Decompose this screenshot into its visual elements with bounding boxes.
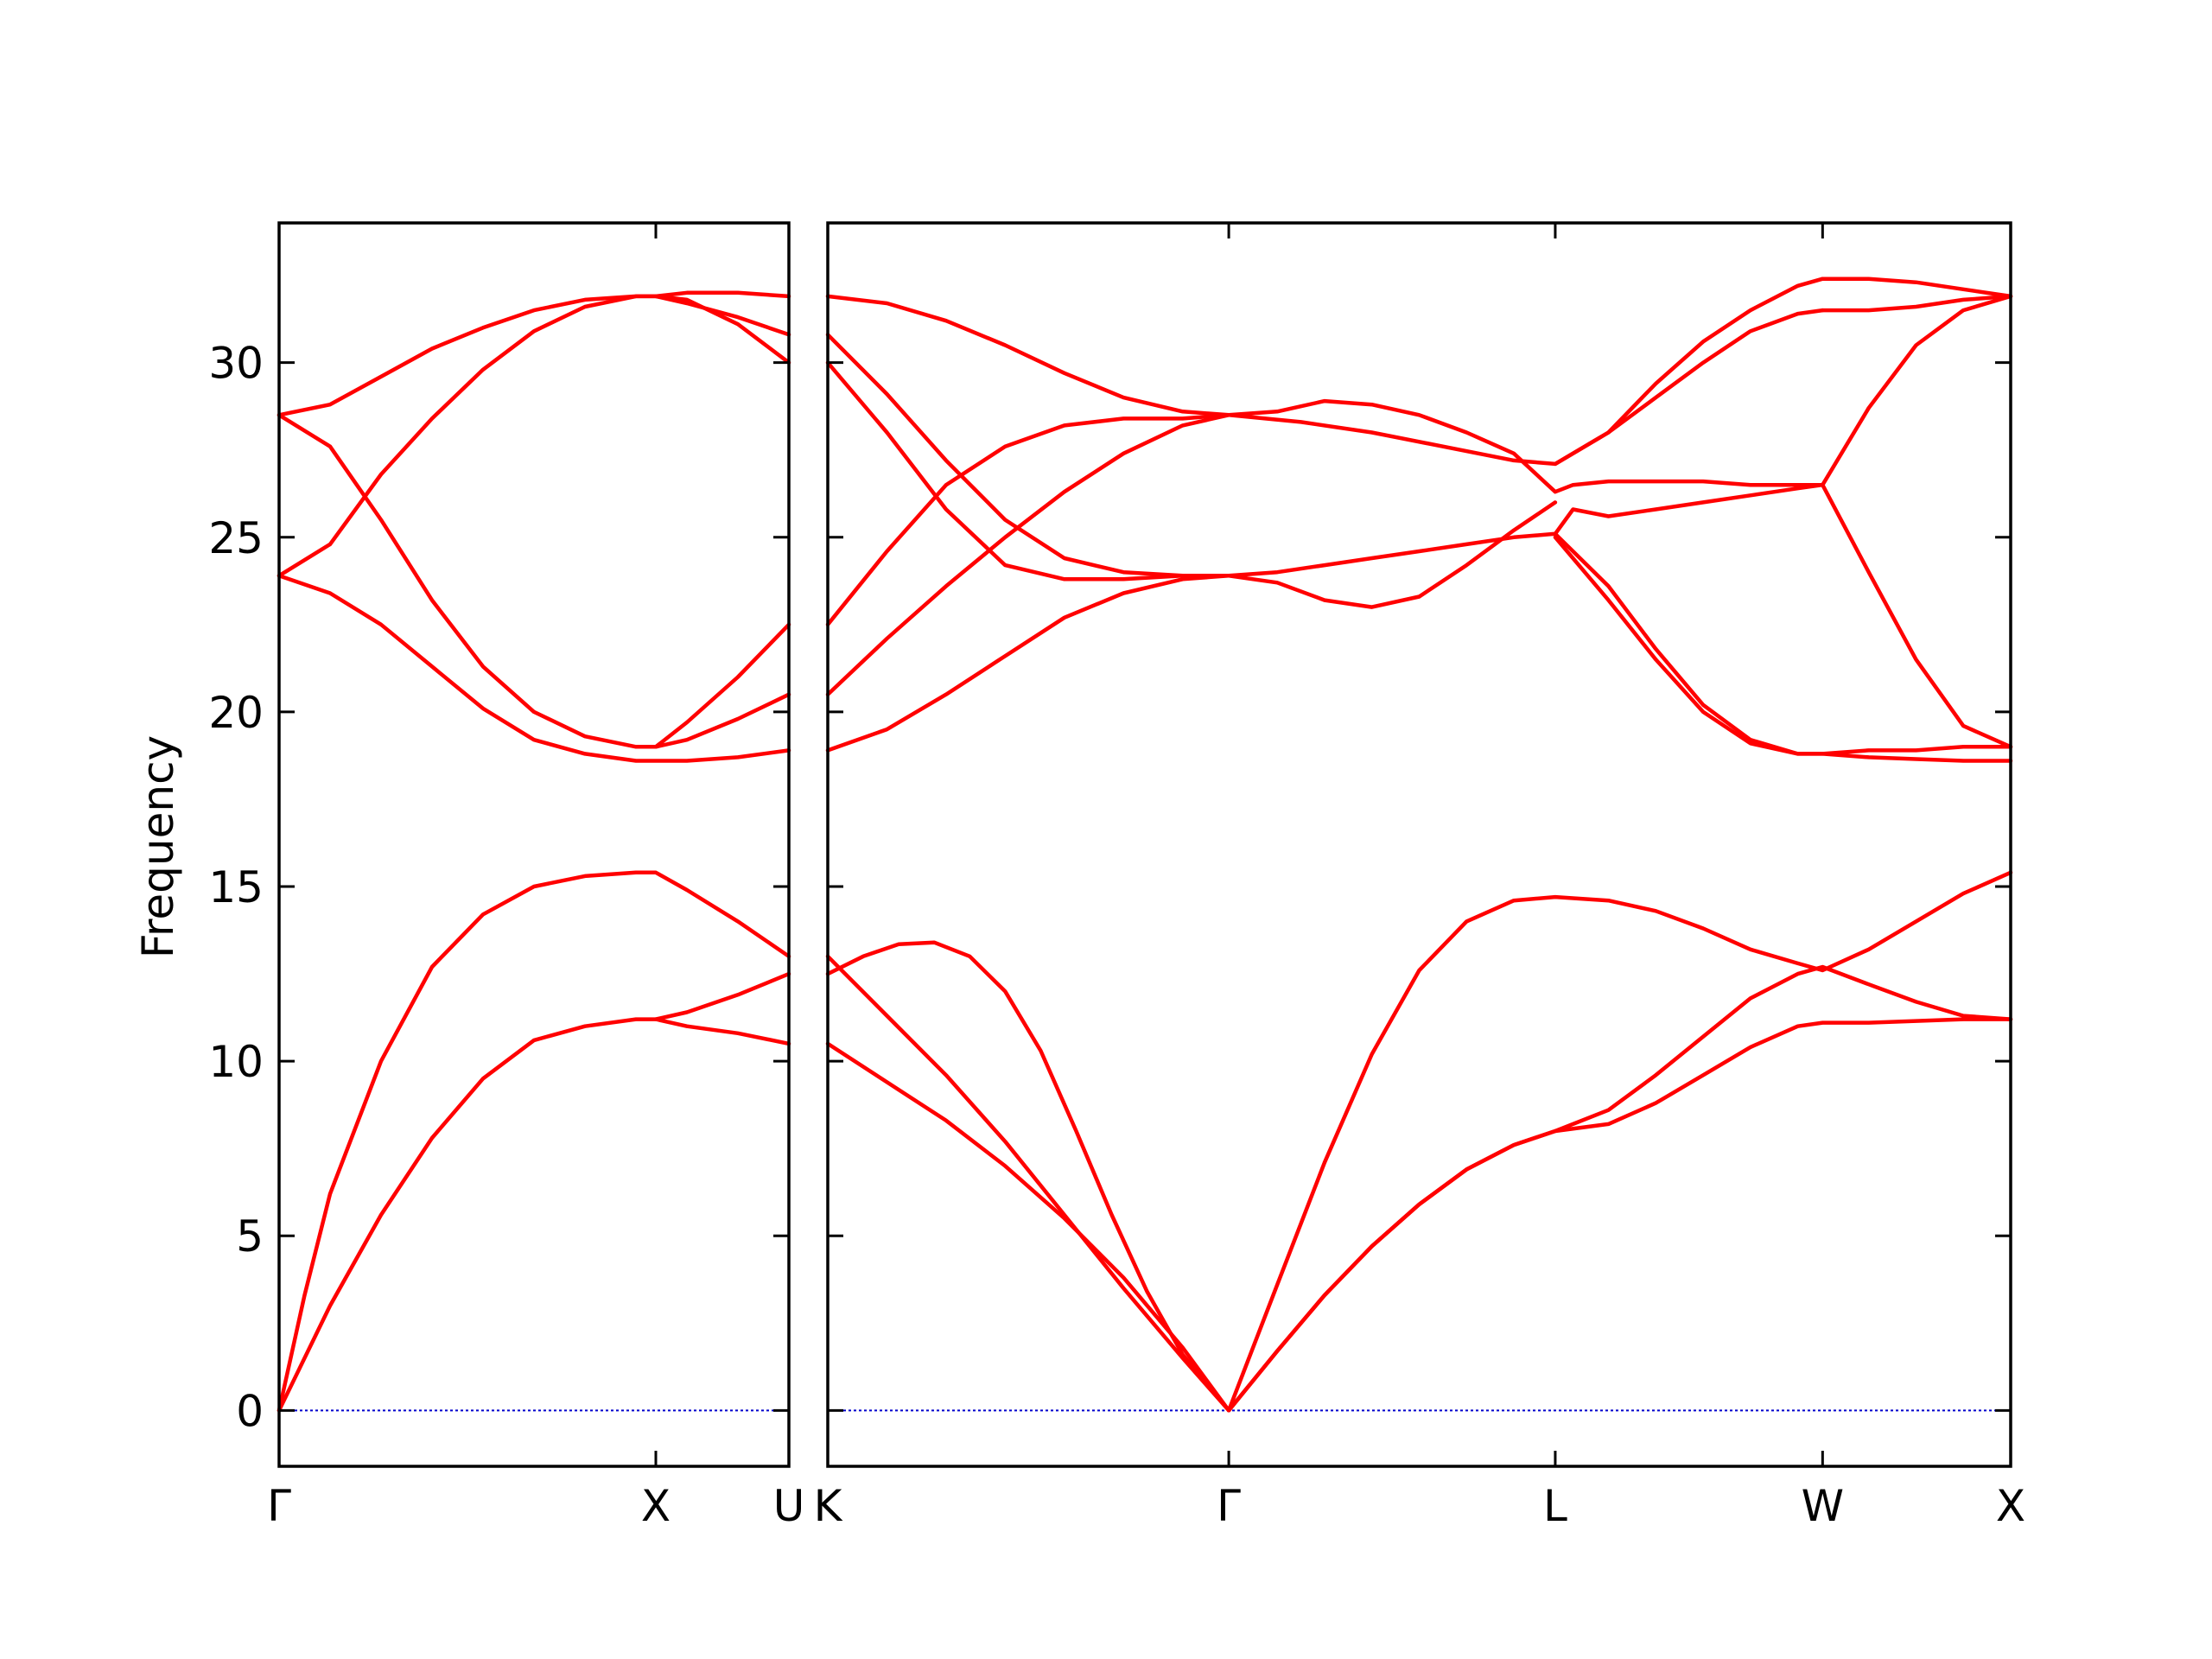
- y-axis-label-group: Frequency: [133, 735, 183, 958]
- x-tick-label: W: [1802, 1481, 1844, 1531]
- y-tick-label: 15: [208, 862, 264, 912]
- axes-frame: [826, 221, 2012, 1468]
- band-line: [653, 290, 791, 299]
- band-line: [1226, 1017, 2013, 1413]
- band-line: [825, 574, 1231, 753]
- band-line: [1226, 870, 2013, 1413]
- y-axis-label: Frequency: [133, 735, 183, 958]
- x-tick-label: Γ: [1217, 1481, 1241, 1531]
- band-line: [1553, 531, 2013, 763]
- band-line: [825, 413, 1231, 696]
- band-line: [1226, 964, 2013, 1413]
- band-line: [276, 574, 791, 763]
- y-tick-label: 30: [208, 339, 264, 389]
- band-line: [276, 413, 791, 749]
- y-tick-label: 20: [208, 688, 264, 738]
- band-line: [1226, 276, 1825, 467]
- band-line: [1226, 482, 1825, 578]
- band-line: [1821, 482, 2013, 749]
- band-line: [653, 622, 791, 749]
- band-line: [1226, 500, 1558, 609]
- band-line: [825, 940, 1231, 1413]
- band-line: [1821, 294, 2013, 313]
- band-line: [1553, 535, 2013, 756]
- band-line: [1226, 398, 1825, 494]
- y-tick-label: 5: [236, 1211, 264, 1262]
- y-tick-label: 25: [208, 513, 264, 563]
- band-line: [653, 971, 791, 1021]
- x-tick-label: U: [773, 1481, 805, 1531]
- band-line: [825, 1041, 1231, 1413]
- axes-frame: [277, 221, 791, 1468]
- band-line: [276, 294, 791, 578]
- band-line: [1553, 308, 1825, 467]
- band-line: [825, 294, 1231, 417]
- x-tick-label: Γ: [267, 1481, 291, 1531]
- band-line: [825, 954, 1231, 1413]
- y-tick-label: 10: [208, 1037, 264, 1087]
- y-tick-label: 0: [236, 1386, 264, 1436]
- x-tick-label: X: [1996, 1481, 2025, 1531]
- x-tick-label: L: [1543, 1481, 1567, 1531]
- band-line: [825, 413, 1231, 627]
- band-line: [276, 294, 791, 417]
- band-line: [276, 870, 791, 1413]
- band-line: [1821, 276, 2013, 299]
- band-line: [1821, 294, 2013, 487]
- band-line: [276, 1017, 791, 1413]
- band-line: [825, 333, 1231, 578]
- x-tick-label: X: [641, 1481, 671, 1531]
- x-tick-label: K: [814, 1481, 843, 1531]
